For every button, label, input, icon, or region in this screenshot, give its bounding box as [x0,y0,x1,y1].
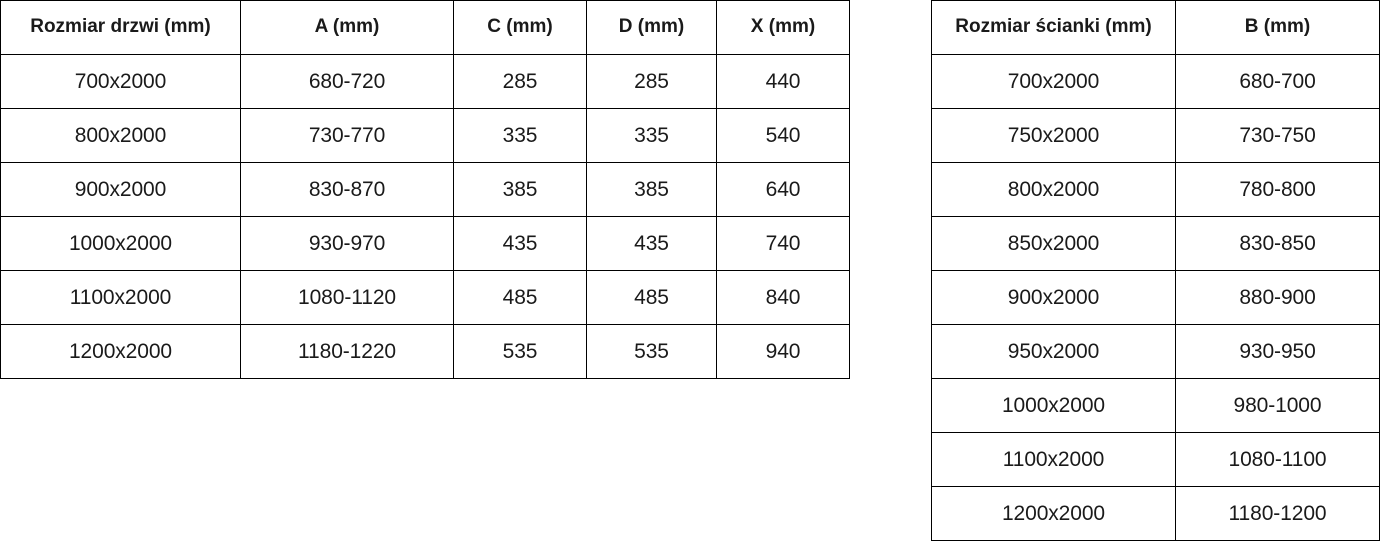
table-row: 1100x2000 1080-1100 [931,432,1380,487]
cell-wall-size: 800x2000 [931,162,1176,217]
table-row: 950x2000 930-950 [931,324,1380,379]
cell-b: 780-800 [1175,162,1380,217]
table-row: 900x2000 830-870 385 385 640 [0,162,850,217]
cell-d: 485 [586,270,717,325]
cell-d: 385 [586,162,717,217]
cell-b: 1080-1100 [1175,432,1380,487]
table-row: 800x2000 780-800 [931,162,1380,217]
table-row: 1200x2000 1180-1200 [931,486,1380,541]
cell-a: 680-720 [240,54,454,109]
wall-panel-size-table: Rozmiar ścianki (mm) B (mm) 700x2000 680… [931,0,1380,541]
cell-wall-size: 1000x2000 [931,378,1176,433]
table-row: 800x2000 730-770 335 335 540 [0,108,850,163]
table-row: 900x2000 880-900 [931,270,1380,325]
cell-a: 930-970 [240,216,454,271]
cell-b: 980-1000 [1175,378,1380,433]
column-header-wall-size: Rozmiar ścianki (mm) [931,0,1176,55]
cell-d: 335 [586,108,717,163]
cell-d: 285 [586,54,717,109]
cell-a: 1080-1120 [240,270,454,325]
table-row: 1000x2000 930-970 435 435 740 [0,216,850,271]
cell-d: 435 [586,216,717,271]
cell-b: 680-700 [1175,54,1380,109]
wall-table-body: 700x2000 680-700 750x2000 730-750 800x20… [931,54,1380,541]
wall-table-head: Rozmiar ścianki (mm) B (mm) [931,0,1380,55]
cell-wall-size: 850x2000 [931,216,1176,271]
cell-x: 440 [716,54,850,109]
cell-c: 335 [453,108,587,163]
table-row: 750x2000 730-750 [931,108,1380,163]
table-header-row: Rozmiar ścianki (mm) B (mm) [931,0,1380,55]
cell-x: 640 [716,162,850,217]
cell-wall-size: 1100x2000 [931,432,1176,487]
cell-d: 535 [586,324,717,379]
door-size-table: Rozmiar drzwi (mm) A (mm) C (mm) D (mm) … [0,0,850,379]
cell-x: 940 [716,324,850,379]
table-row: 850x2000 830-850 [931,216,1380,271]
cell-wall-size: 700x2000 [931,54,1176,109]
cell-door-size: 700x2000 [0,54,241,109]
cell-b: 830-850 [1175,216,1380,271]
door-table-head: Rozmiar drzwi (mm) A (mm) C (mm) D (mm) … [0,0,850,55]
cell-door-size: 1000x2000 [0,216,241,271]
column-header-a: A (mm) [240,0,454,55]
column-header-c: C (mm) [453,0,587,55]
cell-wall-size: 900x2000 [931,270,1176,325]
cell-c: 435 [453,216,587,271]
column-header-x: X (mm) [716,0,850,55]
table-header-row: Rozmiar drzwi (mm) A (mm) C (mm) D (mm) … [0,0,850,55]
table-row: 700x2000 680-720 285 285 440 [0,54,850,109]
cell-c: 535 [453,324,587,379]
column-header-d: D (mm) [586,0,717,55]
cell-a: 1180-1220 [240,324,454,379]
cell-b: 930-950 [1175,324,1380,379]
cell-door-size: 1200x2000 [0,324,241,379]
column-header-door-size: Rozmiar drzwi (mm) [0,0,241,55]
cell-wall-size: 1200x2000 [931,486,1176,541]
cell-a: 730-770 [240,108,454,163]
cell-a: 830-870 [240,162,454,217]
column-header-b: B (mm) [1175,0,1380,55]
table-row: 1200x2000 1180-1220 535 535 940 [0,324,850,379]
cell-c: 485 [453,270,587,325]
cell-x: 840 [716,270,850,325]
table-row: 700x2000 680-700 [931,54,1380,109]
door-table-body: 700x2000 680-720 285 285 440 800x2000 73… [0,54,850,379]
table-row: 1100x2000 1080-1120 485 485 840 [0,270,850,325]
cell-wall-size: 750x2000 [931,108,1176,163]
cell-b: 880-900 [1175,270,1380,325]
cell-b: 1180-1200 [1175,486,1380,541]
cell-c: 385 [453,162,587,217]
cell-door-size: 900x2000 [0,162,241,217]
cell-door-size: 1100x2000 [0,270,241,325]
cell-b: 730-750 [1175,108,1380,163]
table-row: 1000x2000 980-1000 [931,378,1380,433]
cell-door-size: 800x2000 [0,108,241,163]
cell-x: 740 [716,216,850,271]
cell-c: 285 [453,54,587,109]
cell-x: 540 [716,108,850,163]
cell-wall-size: 950x2000 [931,324,1176,379]
